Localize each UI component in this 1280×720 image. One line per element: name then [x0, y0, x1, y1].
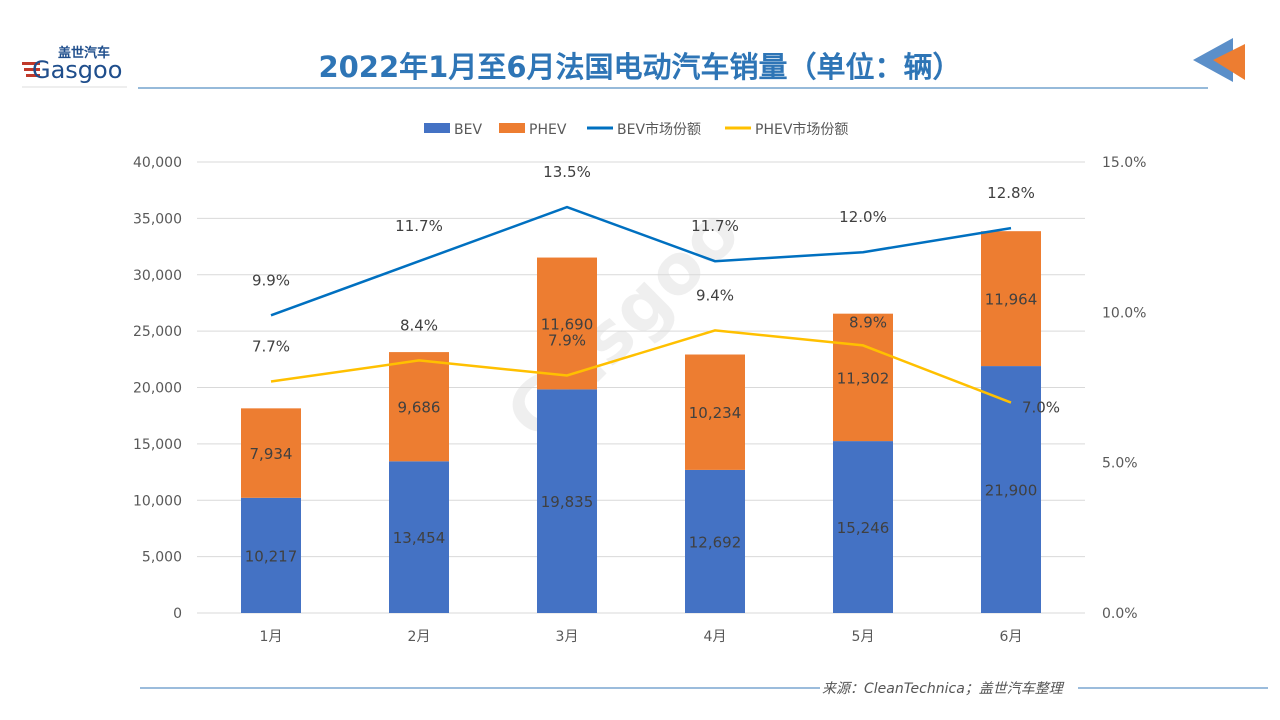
legend-label: PHEV: [529, 122, 567, 138]
x-tick-label: 1月: [260, 629, 283, 645]
phev-data-label: 11,302: [837, 369, 890, 387]
gasgoo-logo: 盖世汽车 Gasgoo: [22, 42, 132, 92]
phev-share-label: 8.9%: [849, 313, 887, 331]
phev-share-label: 7.9%: [548, 331, 586, 349]
phev-data-label: 11,690: [541, 315, 594, 333]
bev-data-label: 10,217: [245, 547, 298, 565]
x-tick-label: 4月: [704, 629, 727, 645]
phev-data-label: 10,234: [689, 404, 742, 422]
bev-data-label: 12,692: [689, 533, 742, 551]
bev-data-label: 21,900: [985, 482, 1038, 500]
phev-data-label: 11,964: [985, 291, 1038, 309]
legend-label: BEV市场份额: [617, 121, 701, 138]
y-tick-label: 15,000: [133, 437, 182, 453]
y-tick-label: 30,000: [133, 268, 182, 284]
y-tick-label: 25,000: [133, 324, 182, 340]
phev-bar: [241, 408, 301, 498]
legend-label: PHEV市场份额: [755, 121, 848, 138]
x-tick-label: 2月: [408, 629, 431, 645]
phev-share-label: 8.4%: [400, 316, 438, 334]
y2-tick-label: 0.0%: [1102, 606, 1138, 622]
legend-swatch: [499, 123, 525, 133]
y-tick-label: 40,000: [133, 155, 182, 171]
bev-bar: [389, 461, 449, 613]
bev-share-line: [270, 205, 1012, 317]
bev-share-label: 11.7%: [395, 217, 443, 235]
phev-share-label: 7.7%: [252, 337, 290, 355]
bev-share-label: 9.9%: [252, 271, 290, 289]
y2-tick-label: 10.0%: [1102, 305, 1146, 321]
x-tick-label: 5月: [852, 629, 875, 645]
phev-share-label: 9.4%: [696, 286, 734, 304]
y-tick-label: 20,000: [133, 381, 182, 397]
bev-share-label: 12.0%: [839, 208, 887, 226]
bev-bar: [981, 366, 1041, 613]
bev-bar: [685, 469, 745, 613]
bev-share-label: 13.5%: [543, 163, 591, 181]
bev-data-label: 19,835: [541, 493, 594, 511]
phev-bar: [685, 354, 745, 470]
x-tick-label: 3月: [556, 629, 579, 645]
bev-share-label: 12.8%: [987, 184, 1035, 202]
legend-label: BEV: [454, 122, 482, 138]
y-tick-label: 0: [173, 606, 182, 622]
bev-bar: [833, 441, 893, 613]
bev-data-label: 15,246: [837, 519, 890, 537]
phev-data-label: 9,686: [398, 399, 441, 417]
phev-share-line: [270, 329, 1012, 404]
y2-tick-label: 5.0%: [1102, 456, 1138, 472]
svg-text:Gasgoo: Gasgoo: [32, 56, 122, 84]
x-tick-label: 6月: [1000, 629, 1023, 645]
arrow-decor-icon: [1213, 44, 1245, 80]
bev-bar: [537, 389, 597, 613]
legend-swatch: [424, 123, 450, 133]
page-title: 2022年1月至6月法国电动汽车销量（单位：辆）: [318, 50, 962, 84]
y-tick-label: 5,000: [142, 550, 182, 566]
phev-bar: [389, 352, 449, 462]
bev-share-label: 11.7%: [691, 217, 739, 235]
phev-share-label: 7.0%: [1022, 399, 1060, 417]
phev-bar: [537, 257, 597, 390]
phev-bar: [833, 313, 893, 442]
y-tick-label: 10,000: [133, 493, 182, 509]
y2-tick-label: 15.0%: [1102, 155, 1146, 171]
svg-text:盖世汽车: 盖世汽车: [58, 45, 110, 61]
bev-bar: [241, 497, 301, 613]
bev-data-label: 13,454: [393, 529, 446, 547]
y-tick-label: 35,000: [133, 211, 182, 227]
source-note: 来源：CleanTechnica；盖世汽车整理: [822, 681, 1063, 697]
phev-bar: [981, 231, 1041, 367]
phev-data-label: 7,934: [250, 445, 293, 463]
